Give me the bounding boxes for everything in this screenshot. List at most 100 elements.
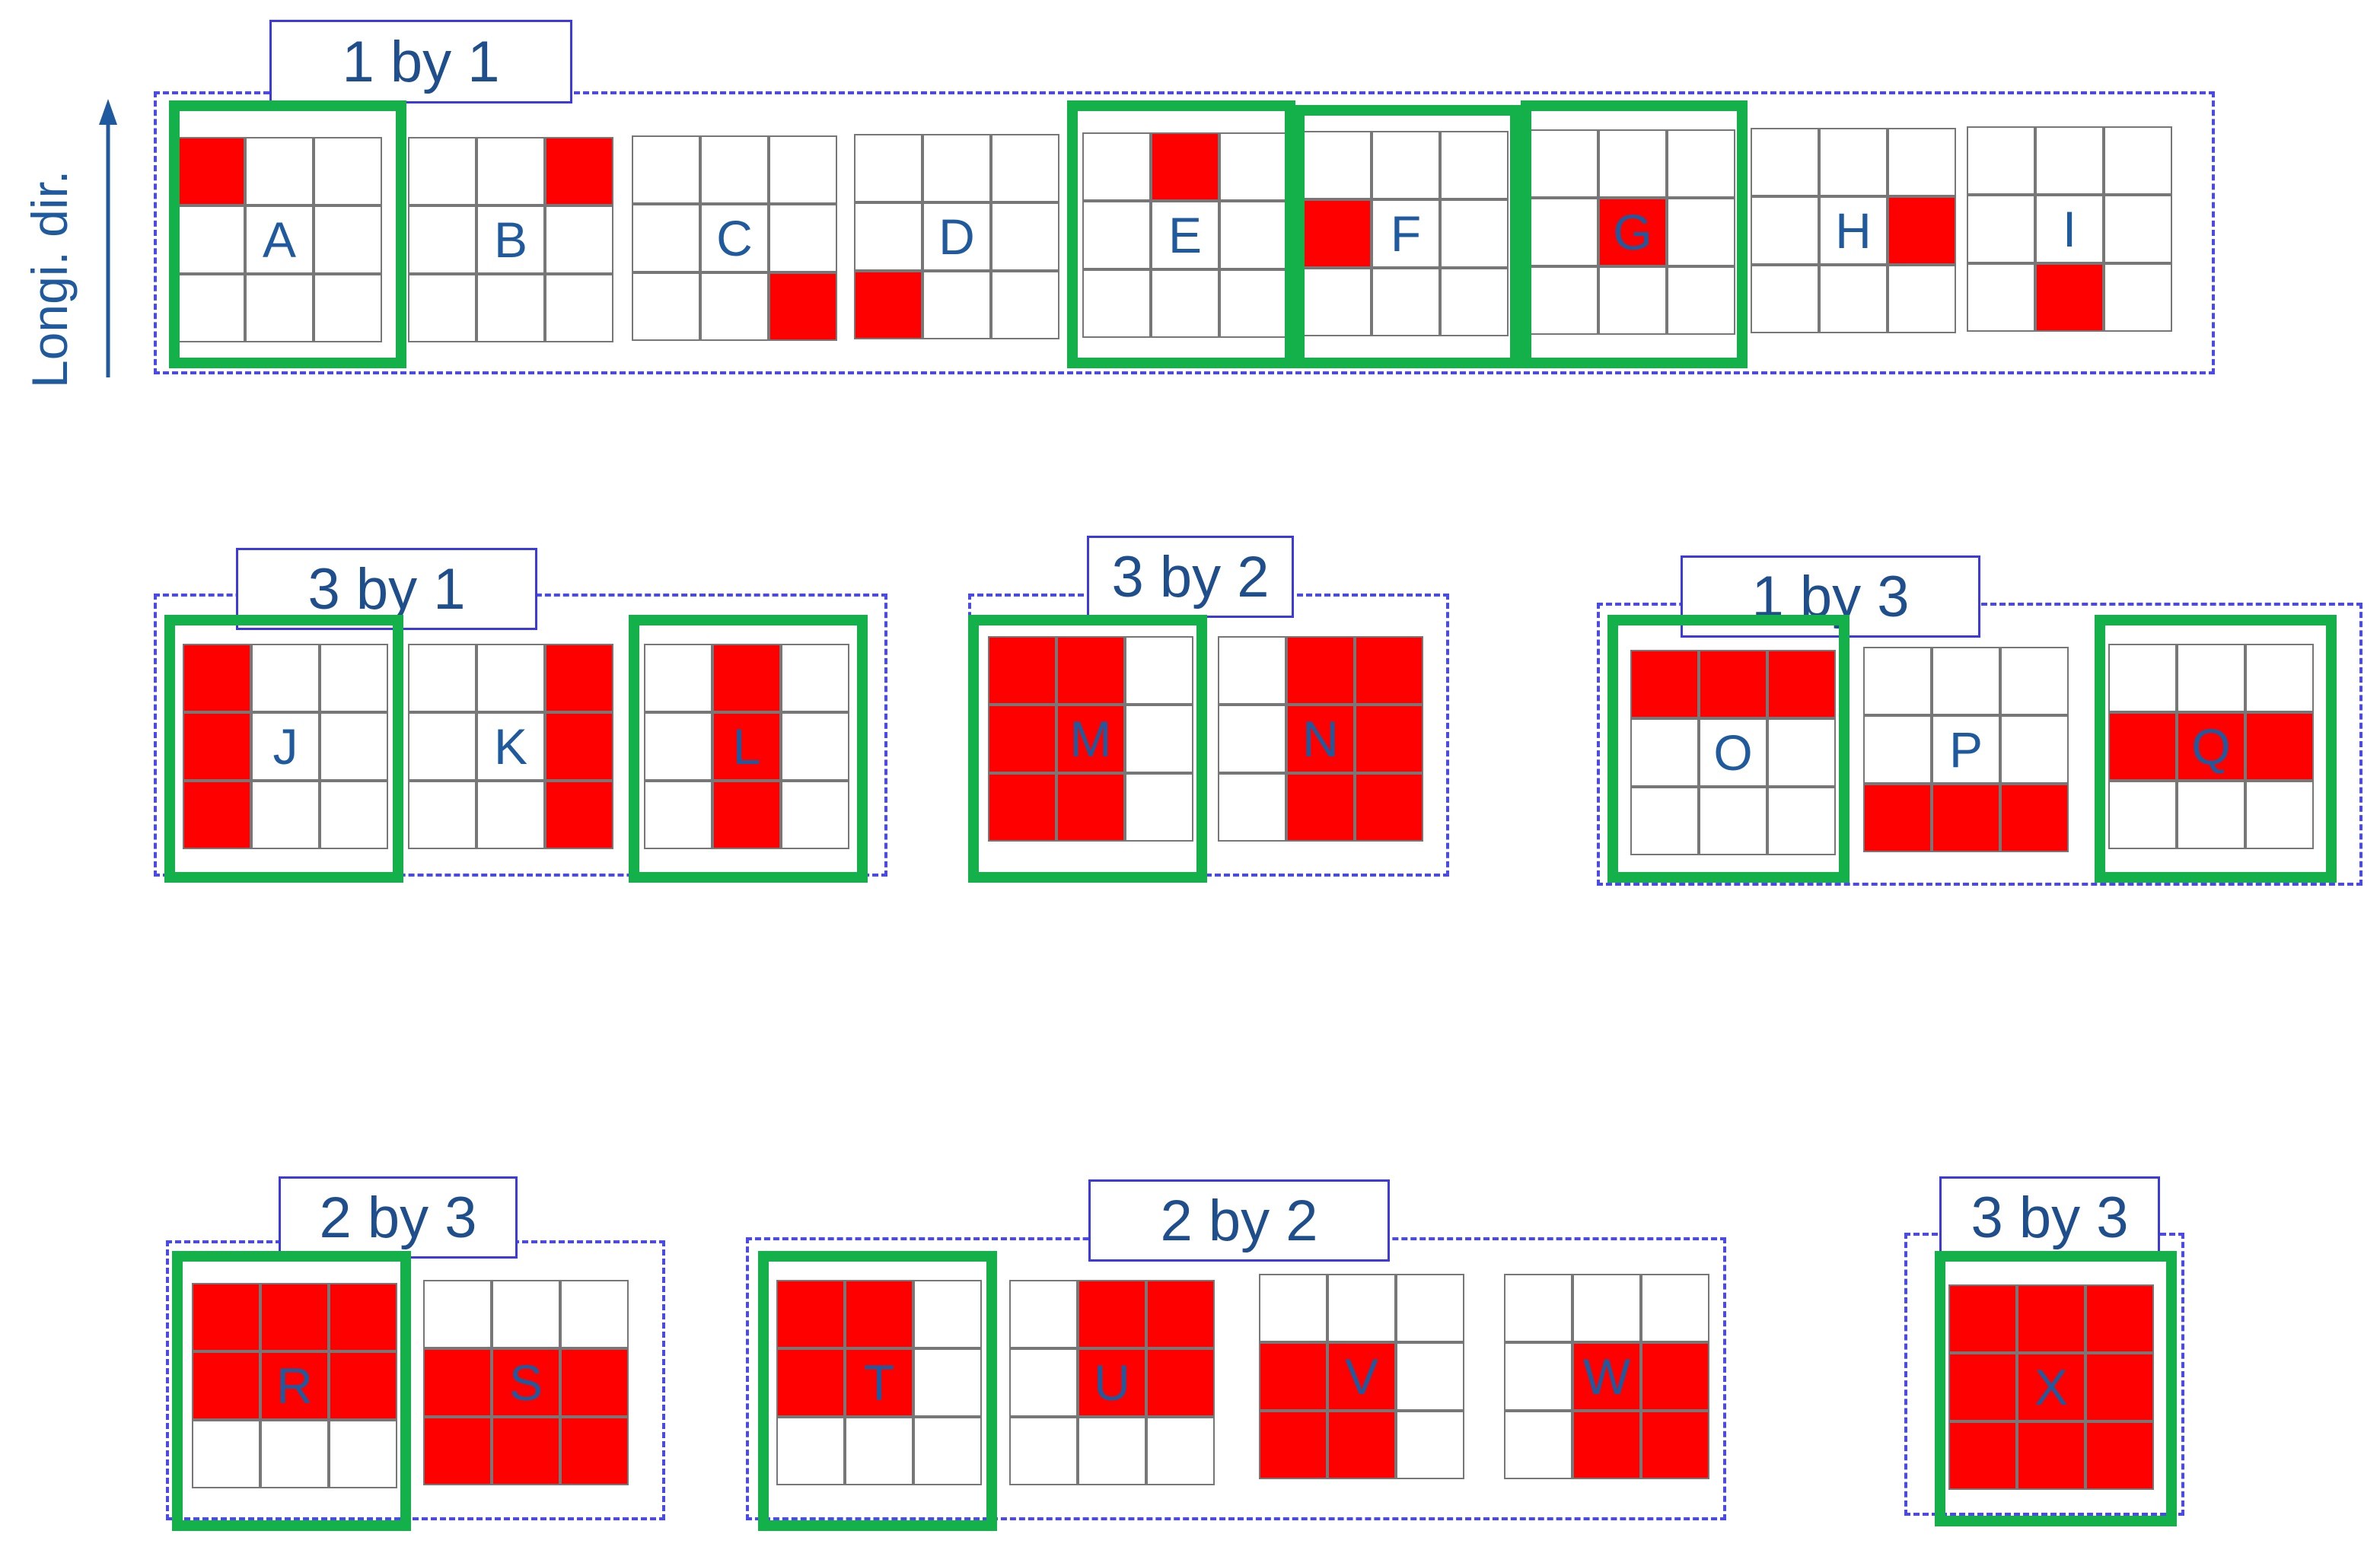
grid-cell — [1396, 1411, 1464, 1479]
grid-cell — [2035, 126, 2104, 195]
grid-cell — [644, 781, 712, 849]
grid-cell-filled — [2177, 712, 2245, 781]
grid-cell — [1819, 196, 1888, 265]
grid-cell — [251, 781, 320, 849]
grid-cell — [1504, 1342, 1572, 1411]
group-label-2-by-3: 2 by 3 — [279, 1176, 518, 1259]
grid-cell-filled — [329, 1351, 397, 1420]
pattern-grid-o: O — [1630, 650, 1836, 855]
grid-cell-filled — [492, 1417, 560, 1485]
group-label-3-by-3: 3 by 3 — [1939, 1176, 2160, 1259]
grid-cell — [776, 1417, 845, 1485]
grid-cell — [1082, 269, 1151, 338]
grid-cell — [192, 1420, 260, 1488]
grid-cell — [476, 137, 545, 205]
grid-cell-filled — [1056, 636, 1125, 705]
grid-cell-filled — [260, 1283, 329, 1351]
grid-cell-filled — [1078, 1280, 1146, 1348]
grid-cell-filled — [1327, 1342, 1396, 1411]
grid-cell — [1967, 263, 2035, 332]
grid-cell — [492, 1280, 560, 1348]
grid-cell-filled — [545, 781, 613, 849]
group-label-2-by-2: 2 by 2 — [1088, 1179, 1390, 1262]
grid-cell-filled — [1056, 705, 1125, 773]
grid-cell — [408, 137, 476, 205]
pattern-grid-w: W — [1504, 1274, 1709, 1479]
highlight-frame-a — [169, 100, 406, 368]
grid-cell — [632, 135, 700, 204]
grid-cell — [1751, 265, 1819, 333]
grid-cell-filled — [1948, 1284, 2017, 1353]
grid-cell-filled — [712, 781, 781, 849]
pattern-grid-p: P — [1863, 647, 2069, 852]
grid-cell — [1932, 647, 2000, 715]
grid-cell-filled — [712, 712, 781, 781]
grid-cell — [1767, 787, 1836, 855]
grid-cell-filled — [712, 644, 781, 712]
pattern-grid-l: L — [644, 644, 849, 849]
grid-cell — [2104, 126, 2172, 195]
grid-cell — [1863, 715, 1932, 784]
grid-cell — [700, 204, 769, 272]
pattern-grid-v: V — [1259, 1274, 1464, 1479]
grid-cell-filled — [423, 1417, 492, 1485]
grid-cell — [476, 274, 545, 342]
grid-cell — [408, 644, 476, 712]
grid-cell — [1082, 201, 1151, 269]
grid-cell — [2035, 195, 2104, 263]
grid-cell — [476, 644, 545, 712]
pattern-grid-j: J — [183, 644, 388, 849]
grid-cell-filled — [2085, 1421, 2154, 1490]
grid-cell — [700, 272, 769, 341]
grid-cell — [991, 271, 1059, 339]
grid-cell — [1219, 269, 1288, 338]
group-label-1-by-1: 1 by 1 — [269, 20, 572, 103]
grid-cell — [1504, 1411, 1572, 1479]
grid-cell — [1699, 787, 1767, 855]
grid-cell-filled — [1355, 773, 1423, 842]
grid-cell — [1218, 705, 1286, 773]
grid-cell — [560, 1280, 629, 1348]
grid-cell — [251, 712, 320, 781]
grid-cell-filled — [1888, 196, 1956, 265]
grid-cell — [1598, 266, 1667, 335]
grid-cell-filled — [192, 1283, 260, 1351]
grid-cell-filled — [192, 1351, 260, 1420]
grid-cell-filled — [260, 1351, 329, 1420]
grid-cell — [1009, 1280, 1078, 1348]
grid-cell-filled — [492, 1348, 560, 1417]
pattern-grid-a: A — [177, 137, 382, 342]
grid-cell-filled — [2035, 263, 2104, 332]
grid-cell — [1440, 131, 1509, 199]
grid-cell — [545, 205, 613, 274]
grid-cell — [314, 205, 382, 274]
grid-cell — [1767, 718, 1836, 787]
grid-cell — [1082, 132, 1151, 201]
grid-cell — [1327, 1274, 1396, 1342]
grid-cell-filled — [1355, 705, 1423, 773]
grid-cell-filled — [1355, 636, 1423, 705]
grid-cell — [314, 137, 382, 205]
grid-cell — [245, 137, 314, 205]
grid-cell — [177, 274, 245, 342]
pattern-grid-d: D — [854, 134, 1059, 339]
grid-cell — [2245, 644, 2314, 712]
longitudinal-direction-axis: Longi. dir. — [21, 170, 78, 388]
highlight-frame-q — [2095, 615, 2337, 883]
grid-cell-filled — [845, 1280, 913, 1348]
grid-cell — [1967, 195, 2035, 263]
grid-cell — [2104, 195, 2172, 263]
grid-cell — [854, 134, 922, 202]
group-box-1-by-1 — [154, 91, 2215, 374]
group-label-3-by-2: 3 by 2 — [1087, 536, 1294, 618]
grid-cell-filled — [545, 644, 613, 712]
grid-cell-filled — [1641, 1342, 1709, 1411]
grid-cell-filled — [1286, 773, 1355, 842]
pattern-grid-g: G — [1530, 129, 1735, 335]
grid-cell — [2108, 644, 2177, 712]
grid-cell-filled — [1948, 1353, 2017, 1421]
grid-cell — [1219, 201, 1288, 269]
grid-cell — [1751, 196, 1819, 265]
grid-cell — [854, 202, 922, 271]
grid-cell — [1396, 1342, 1464, 1411]
